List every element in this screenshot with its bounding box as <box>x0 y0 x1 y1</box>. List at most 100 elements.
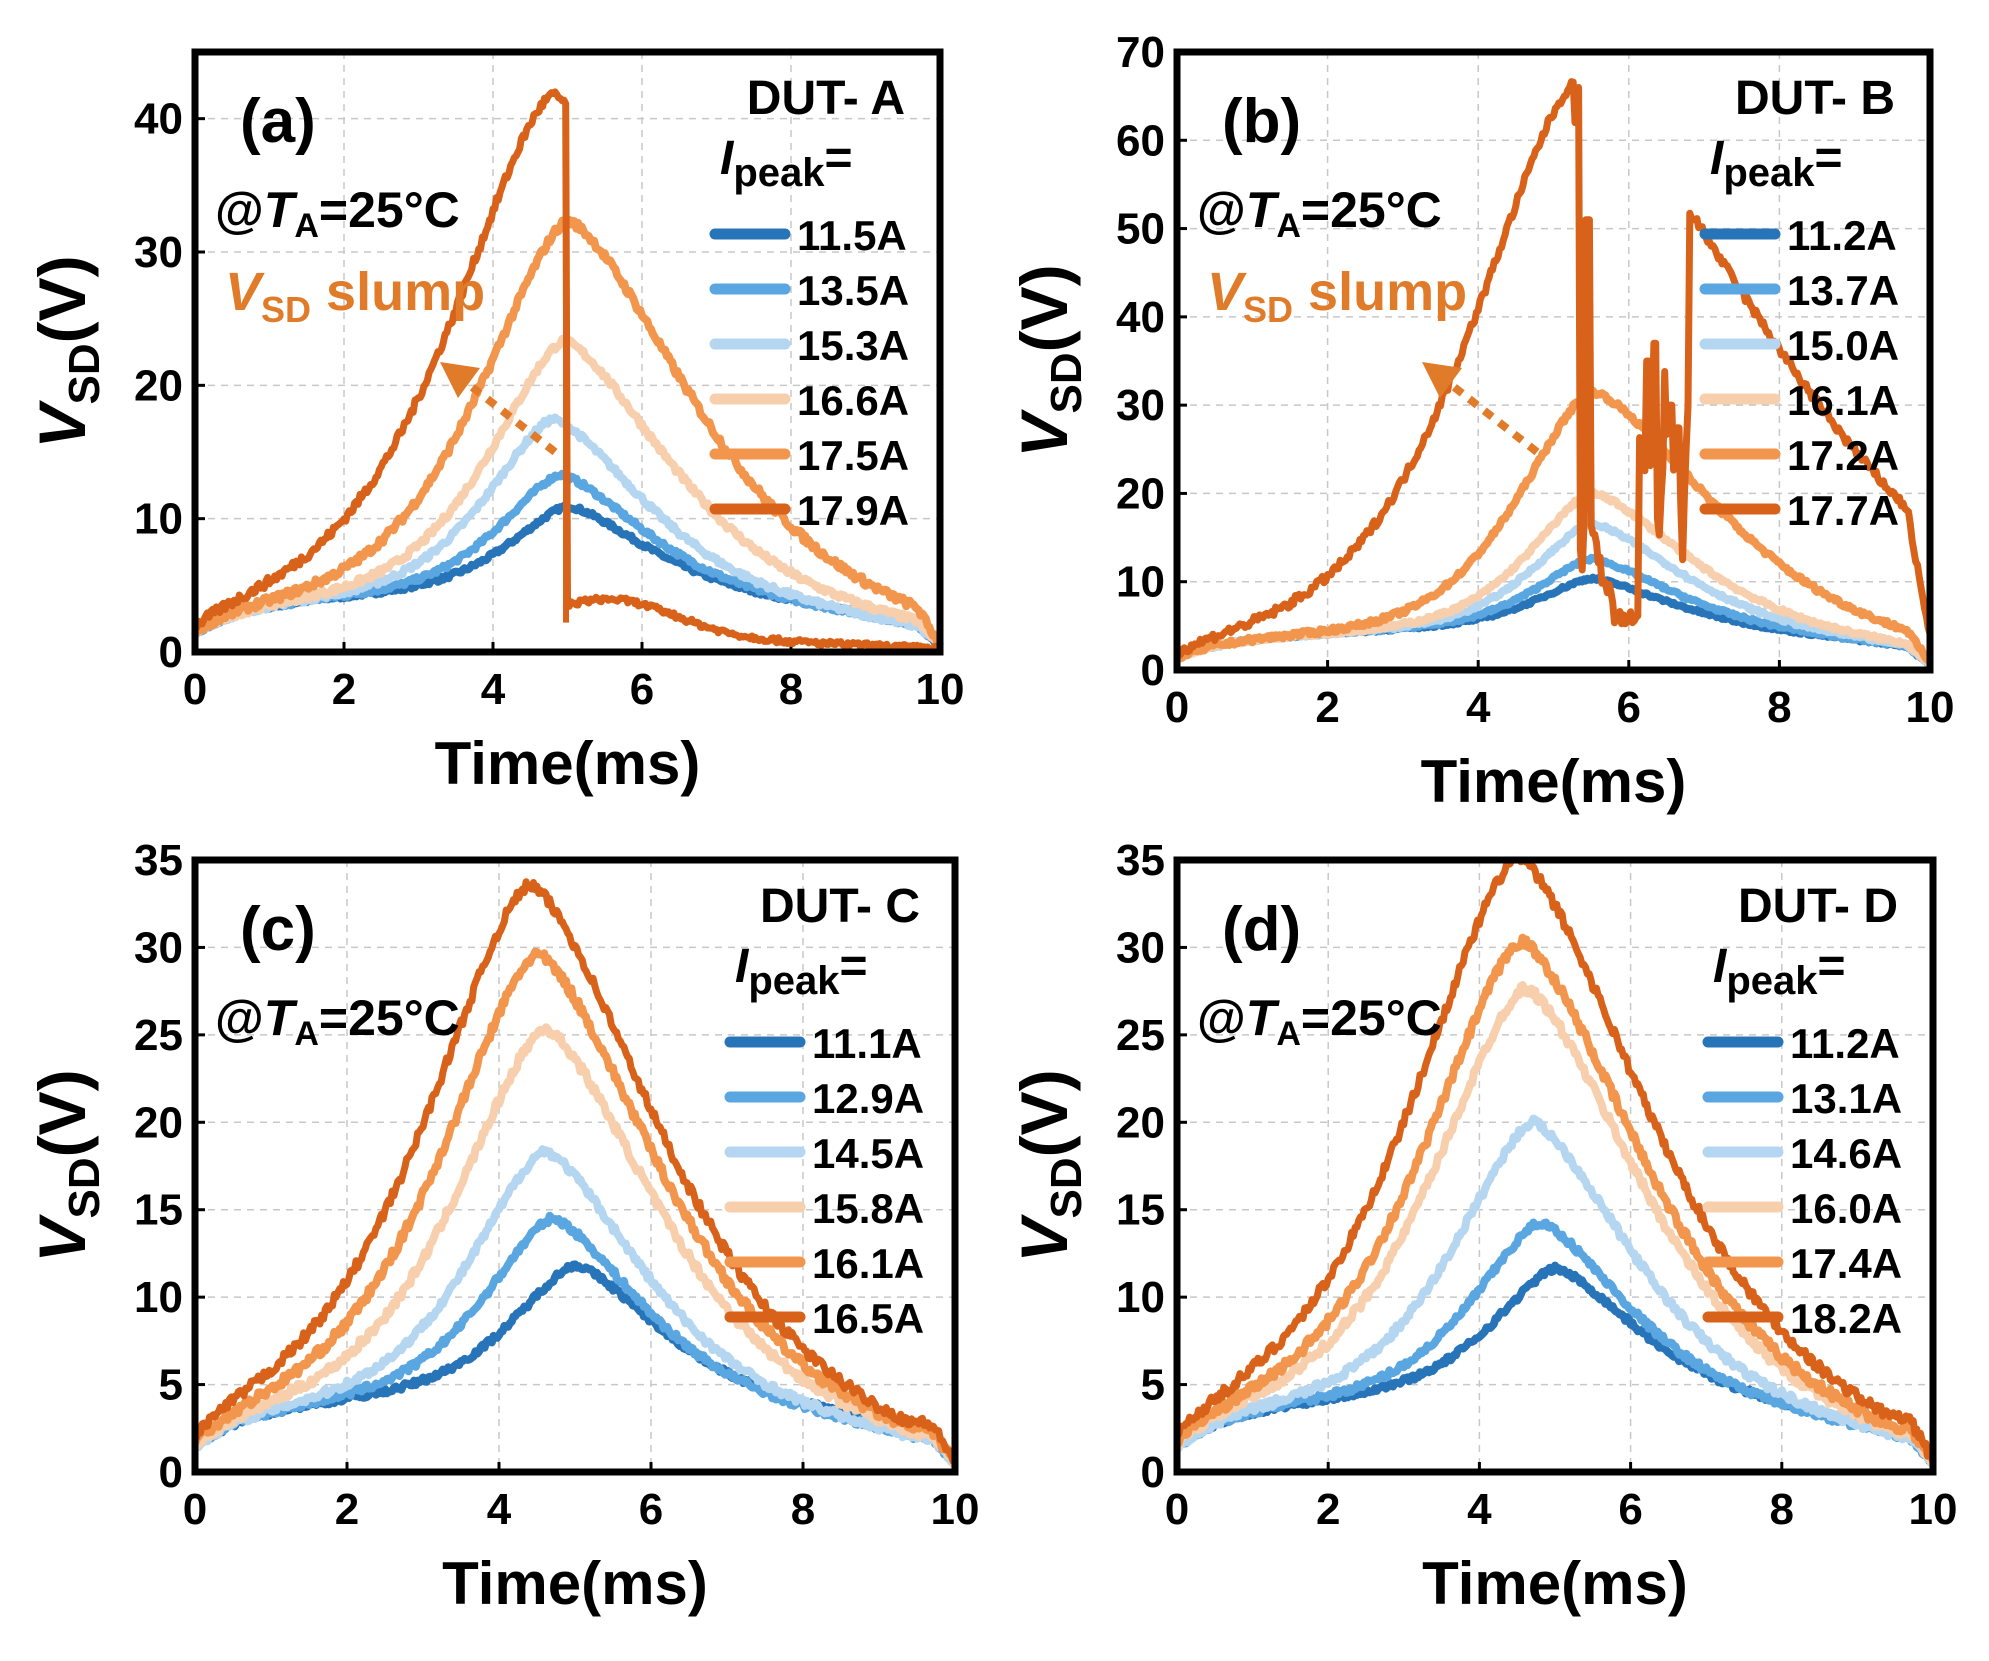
legend-label: 16.1A <box>1787 377 1899 424</box>
y-tick-label: 20 <box>134 1098 183 1147</box>
legend-label: 12.9A <box>812 1075 924 1122</box>
y-tick-label: 30 <box>134 923 183 972</box>
plot-frame <box>1173 48 1934 674</box>
legend-label: 11.5A <box>797 212 907 259</box>
x-tick-label: 2 <box>335 1485 359 1534</box>
y-tick-label: 5 <box>1141 1361 1165 1410</box>
legend-label: 13.5A <box>797 267 909 314</box>
x-tick-label: 8 <box>779 665 803 714</box>
x-tick-label: 0 <box>1165 683 1189 732</box>
x-tick-label: 6 <box>1617 683 1641 732</box>
panel-2: 0 2 4 6 8 10 0 10 20 30 40 50 60 70 Time(ms) VSD(V) (b) @… <box>1007 28 1954 815</box>
slump-annotation: VSD slump <box>1207 262 1467 330</box>
slump-arrow-shaft <box>455 372 558 456</box>
slump-arrow-head <box>440 362 480 398</box>
y-tick-label: 10 <box>134 1273 183 1322</box>
condition-label: @TA=25°C <box>1197 990 1442 1053</box>
plot-frame <box>191 856 959 1476</box>
y-tick-label: 15 <box>1116 1186 1165 1235</box>
x-tick-label: 8 <box>791 1485 815 1534</box>
y-tick-label: 35 <box>1116 836 1165 885</box>
legend-label: 18.2A <box>1790 1295 1902 1342</box>
x-tick-label: 4 <box>487 1485 512 1534</box>
plot-frame <box>191 48 944 656</box>
panel-label: (d) <box>1222 895 1301 964</box>
series-line <box>1175 856 1937 1464</box>
y-tick-label: 70 <box>1116 28 1165 77</box>
x-tick-label: 10 <box>1909 1485 1958 1534</box>
device-label: DUT- A <box>747 72 905 125</box>
y-axis-title: VSD(V) <box>25 255 109 448</box>
x-axis-title: Time(ms) <box>442 1550 708 1617</box>
device-label: DUT- B <box>1735 72 1895 125</box>
y-tick-label: 15 <box>134 1186 183 1235</box>
series-line <box>1173 1114 1937 1464</box>
series-line <box>191 878 957 1465</box>
condition-label: @TA=25°C <box>215 182 460 245</box>
legend-label: 14.6A <box>1790 1130 1902 1177</box>
series-line <box>191 1023 959 1468</box>
slump-arrow-shaft <box>1437 372 1540 456</box>
panel-1: 0 2 4 6 8 10 0 10 20 30 40 Time(ms) VSD(V) (a) @TA=25°… <box>25 48 964 797</box>
x-tick-label: 10 <box>931 1485 980 1534</box>
y-tick-label: 20 <box>1116 469 1165 518</box>
legend-label: 17.9A <box>797 487 909 534</box>
x-tick-label: 6 <box>630 665 654 714</box>
y-tick-label: 0 <box>159 628 183 677</box>
x-tick-label: 6 <box>1618 1485 1642 1534</box>
condition-label: @TA=25°C <box>1197 182 1442 245</box>
legend-label: 11.2A <box>1790 1020 1900 1067</box>
legend-label: 16.5A <box>812 1295 924 1342</box>
plot-frame <box>1173 856 1937 1476</box>
device-label: DUT- C <box>760 880 920 933</box>
y-tick-label: 30 <box>1116 381 1165 430</box>
legend-label: 16.0A <box>1790 1185 1902 1232</box>
series-line <box>1174 386 1934 666</box>
x-tick-label: 8 <box>1767 683 1791 732</box>
y-tick-label: 35 <box>134 836 183 885</box>
legend-title: Ipeak= <box>720 132 853 195</box>
legend-label: 15.8A <box>812 1185 924 1232</box>
panel-label: (b) <box>1222 87 1301 156</box>
slump-annotation: VSD slump <box>225 262 485 330</box>
x-tick-label: 6 <box>639 1485 663 1534</box>
x-tick-label: 10 <box>1906 683 1955 732</box>
x-tick-label: 2 <box>1315 683 1339 732</box>
y-tick-label: 0 <box>159 1448 183 1497</box>
series-line <box>1173 78 1934 659</box>
x-axis-title: Time(ms) <box>435 730 701 797</box>
y-tick-label: 20 <box>1116 1098 1165 1147</box>
x-tick-label: 0 <box>183 1485 207 1534</box>
series-line <box>1173 933 1937 1463</box>
y-axis-title: VSD(V) <box>1007 1069 1091 1262</box>
panel-3: 0 2 4 6 8 10 0 5 10 15 20 25 30 35 Time(ms) VSD(V) (c) @T… <box>25 836 979 1617</box>
y-tick-label: 20 <box>134 361 183 410</box>
x-tick-label: 4 <box>1466 683 1491 732</box>
y-tick-label: 10 <box>134 495 183 544</box>
series-line <box>1173 553 1934 668</box>
panel-label: (a) <box>240 87 316 156</box>
y-tick-label: 0 <box>1141 1448 1165 1497</box>
device-label: DUT- D <box>1738 880 1898 933</box>
series-line <box>191 1145 958 1468</box>
legend-label: 17.7A <box>1787 487 1899 534</box>
x-tick-label: 4 <box>481 665 506 714</box>
x-axis-title: Time(ms) <box>1421 748 1687 815</box>
x-tick-label: 4 <box>1467 1485 1492 1534</box>
legend-label: 16.6A <box>797 377 909 424</box>
legend-label: 11.1A <box>812 1020 922 1067</box>
legend-label: 17.2A <box>1787 432 1899 479</box>
panel-4: 0 2 4 6 8 10 0 5 10 15 20 25 30 35 Time(ms) VSD(V) (d) @T… <box>1007 836 1957 1617</box>
x-tick-label: 2 <box>1316 1485 1340 1534</box>
slump-arrow-head <box>1422 362 1462 398</box>
series-line <box>1173 1218 1937 1467</box>
x-tick-label: 0 <box>1165 1485 1189 1534</box>
y-axis-title: VSD(V) <box>25 1069 109 1262</box>
legend-title: Ipeak= <box>735 940 868 1003</box>
y-tick-label: 5 <box>159 1361 183 1410</box>
series-line <box>191 947 959 1465</box>
legend-label: 11.2A <box>1787 212 1897 259</box>
y-tick-label: 30 <box>1116 923 1165 972</box>
